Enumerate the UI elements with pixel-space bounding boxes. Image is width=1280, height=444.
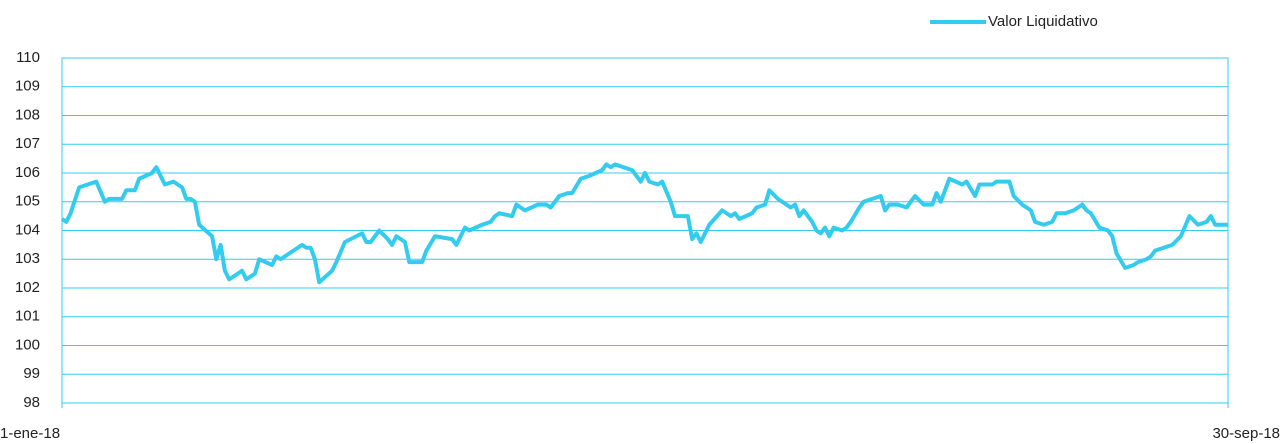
y-tick-label: 107: [15, 135, 40, 152]
x-tick-label: 30-sep-18: [1212, 425, 1280, 442]
y-tick-label: 98: [23, 394, 40, 411]
legend-label: Valor Liquidativo: [988, 13, 1098, 30]
x-tick-label: 1-ene-18: [0, 425, 60, 442]
y-tick-label: 99: [23, 365, 40, 382]
plot-frame: [61, 57, 1229, 404]
y-tick-label: 106: [15, 164, 40, 181]
y-tick-label: 102: [15, 279, 40, 296]
y-tick-label: 104: [15, 221, 40, 238]
y-tick-label: 100: [15, 336, 40, 353]
series-line: [60, 162, 1228, 285]
y-tick-label: 110: [16, 49, 40, 66]
y-tick-label: 108: [15, 106, 40, 123]
y-tick-label: 105: [15, 193, 40, 210]
y-tick-label: 103: [15, 250, 40, 267]
y-tick-label: 109: [15, 78, 40, 95]
y-tick-label: 101: [15, 308, 40, 325]
